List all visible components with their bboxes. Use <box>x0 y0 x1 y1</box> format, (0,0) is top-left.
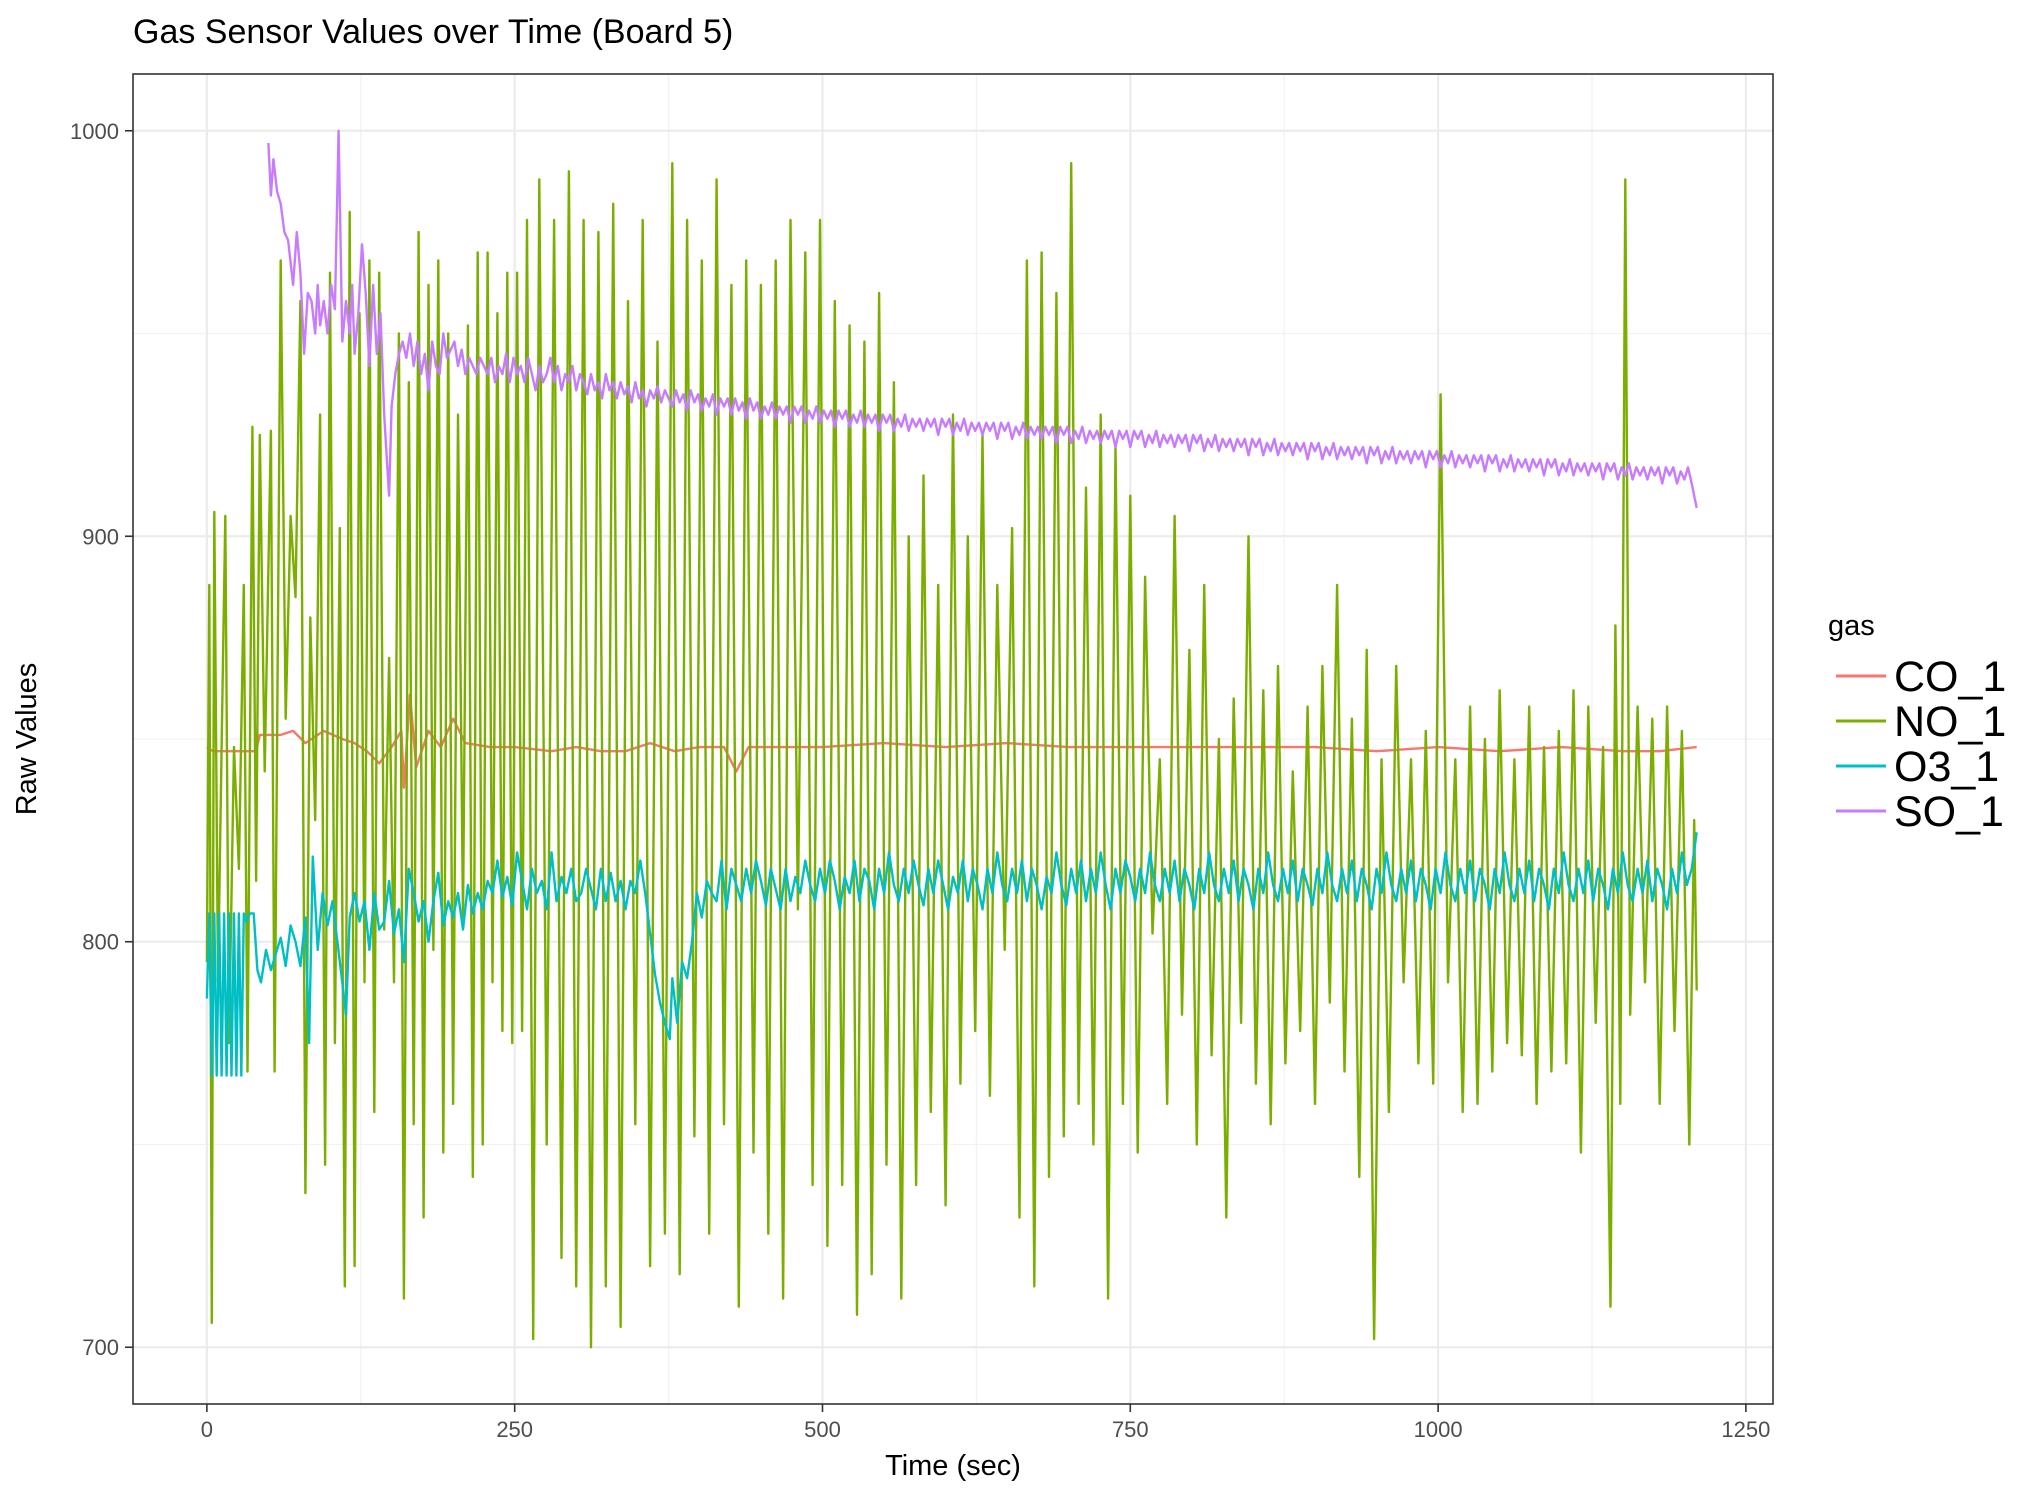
legend-title: gas <box>1828 610 1875 642</box>
series-line-no-1 <box>205 162 1698 1349</box>
x-tick-label: 1000 <box>1414 1417 1463 1442</box>
y-tick-label: 900 <box>82 524 119 549</box>
plot-panel <box>132 73 1774 1405</box>
y-axis-title: Raw Values <box>11 663 43 816</box>
legend-item: NO_1 <box>1836 698 2006 746</box>
x-tick-label: 1250 <box>1721 1417 1770 1442</box>
legend-item: CO_1 <box>1836 653 2006 701</box>
y-tick-label: 700 <box>82 1335 119 1360</box>
legend-item: SO_1 <box>1836 788 2004 836</box>
x-axis-title: Time (sec) <box>885 1450 1021 1482</box>
series-line-o3-1 <box>205 832 1698 1077</box>
x-tick-label: 750 <box>1112 1417 1149 1442</box>
legend-label: SO_1 <box>1894 788 2004 836</box>
x-tick-label: 0 <box>201 1417 213 1442</box>
y-tick-label: 1000 <box>70 119 119 144</box>
legend-label: O3_1 <box>1894 743 1999 791</box>
legend-label: CO_1 <box>1894 653 2006 701</box>
chart-title: Gas Sensor Values over Time (Board 5) <box>133 13 733 51</box>
y-tick-label: 800 <box>82 930 119 955</box>
legend: gas CO_1NO_1O3_1SO_1 <box>1828 610 2006 836</box>
x-tick-label: 250 <box>496 1417 533 1442</box>
x-tick-label: 500 <box>804 1417 841 1442</box>
legend-item: O3_1 <box>1836 743 1999 791</box>
series-line-so-1 <box>267 129 1698 509</box>
legend-label: NO_1 <box>1894 698 2006 746</box>
